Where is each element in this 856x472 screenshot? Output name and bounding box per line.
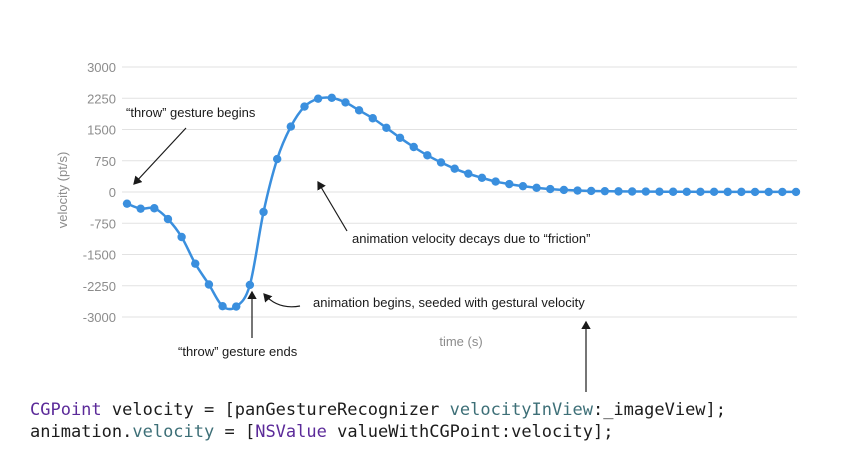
data-point <box>491 177 500 186</box>
series-group <box>122 93 801 311</box>
data-point <box>750 187 760 197</box>
code-token: velocityInView <box>449 400 593 420</box>
x-axis-label: time (s) <box>439 334 482 349</box>
data-point <box>764 187 773 197</box>
data-point <box>368 114 377 123</box>
data-point <box>600 186 610 196</box>
code-token: animation. <box>30 422 133 442</box>
data-point <box>587 186 596 196</box>
data-point <box>232 302 241 311</box>
data-point <box>382 123 391 133</box>
data-point <box>682 187 691 196</box>
data-point <box>614 187 623 196</box>
data-point <box>218 301 227 311</box>
data-point <box>655 187 664 196</box>
y-tick-labels: 3000 2250 1500 750 0 -750 -1500 -2250 -3000 <box>83 60 116 325</box>
y-tick-label: 1500 <box>87 123 116 138</box>
code-token: CGPoint <box>30 400 102 420</box>
data-point <box>723 187 732 197</box>
data-point <box>627 187 637 196</box>
data-point <box>395 133 405 143</box>
data-point <box>354 106 364 115</box>
data-point <box>450 164 459 173</box>
arrow-gesture-begins <box>133 127 187 185</box>
data-point <box>313 94 323 103</box>
data-point <box>696 187 705 197</box>
annotation-decays: animation velocity decays due to “fricti… <box>352 231 590 246</box>
data-point <box>122 199 132 208</box>
y-tick-label: 750 <box>94 154 116 169</box>
data-point <box>245 280 255 290</box>
data-point <box>559 185 569 195</box>
data-point <box>272 154 282 164</box>
y-tick-label: -750 <box>90 216 116 231</box>
y-tick-label: -2250 <box>83 279 116 294</box>
y-tick-label: 0 <box>109 185 116 200</box>
data-point <box>423 151 432 160</box>
data-point <box>532 183 541 193</box>
data-point <box>505 179 514 189</box>
data-point <box>286 122 296 131</box>
code-token: velocity = [panGestureRecognizer <box>101 400 450 420</box>
data-point <box>300 102 309 111</box>
data-point <box>177 232 186 242</box>
data-point <box>341 98 350 107</box>
y-tick-label: 3000 <box>87 60 116 75</box>
data-point <box>464 169 473 178</box>
data-point <box>150 204 159 213</box>
y-tick-label: 2250 <box>87 91 116 106</box>
code-line-1: CGPoint velocity = [panGestureRecognizer… <box>30 399 726 421</box>
data-point <box>573 186 582 195</box>
data-point <box>791 187 801 197</box>
annotation-animation-begins: animation begins, seeded with gestural v… <box>313 295 585 310</box>
y-tick-label: -3000 <box>83 310 116 325</box>
data-point <box>546 184 555 194</box>
data-point <box>436 158 446 167</box>
data-point <box>641 187 651 196</box>
data-point <box>778 187 787 197</box>
code-token: NSValue <box>255 422 327 442</box>
data-point <box>204 280 214 289</box>
code-token: = [ <box>214 422 256 442</box>
data-point <box>409 142 418 152</box>
y-tick-label: -1500 <box>83 248 116 263</box>
data-point <box>327 93 336 103</box>
data-point <box>191 259 200 268</box>
arrow-decays <box>317 180 348 232</box>
data-point <box>477 173 487 183</box>
y-axis-label: velocity (pt/s) <box>55 152 70 229</box>
data-point <box>259 207 268 217</box>
annotation-gesture-begins: “throw” gesture begins <box>126 105 256 120</box>
data-point <box>163 214 173 224</box>
grid <box>122 66 797 318</box>
code-token: valueWithCGPoint:velocity]; <box>326 422 614 442</box>
data-point <box>737 187 746 197</box>
annotation-gesture-ends: “throw” gesture ends <box>178 344 298 359</box>
data-point <box>518 181 528 191</box>
data-point <box>136 204 145 213</box>
code-token: velocity <box>132 422 215 442</box>
data-point <box>668 187 678 196</box>
arrow-animation-begins <box>263 293 301 308</box>
data-point <box>709 187 719 197</box>
code-token: :_imageView]; <box>592 400 727 420</box>
code-line-2: animation.velocity = [NSValue valueWithC… <box>30 421 613 443</box>
